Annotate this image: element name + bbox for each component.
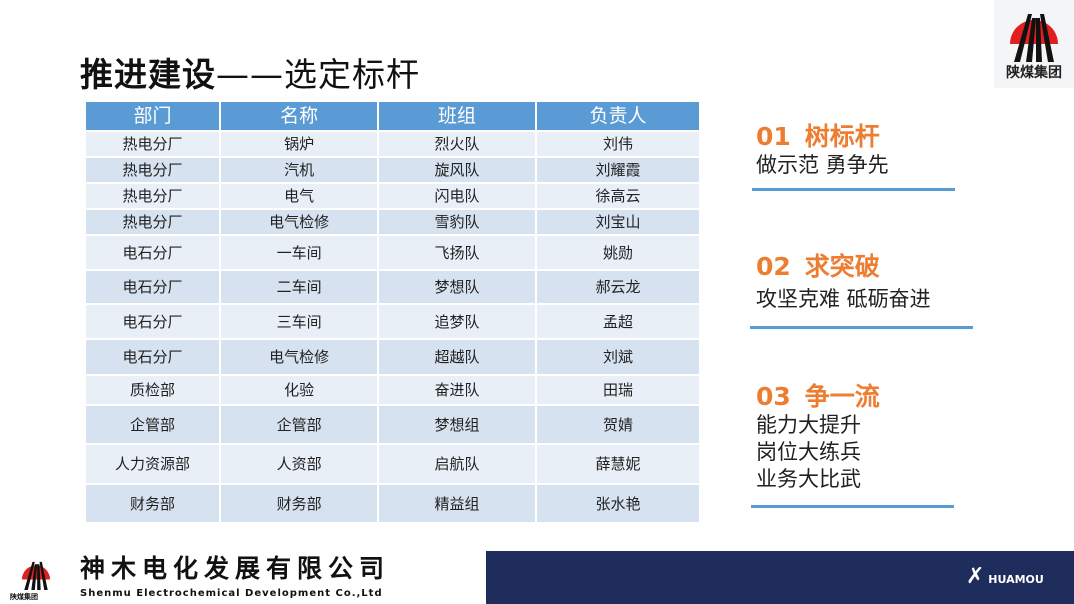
section-text: 攻坚克难 砥砺奋进 — [756, 287, 931, 311]
section-03: 03 争一流 能力大提升 岗位大练兵 业务大比武 — [756, 382, 880, 493]
table-cell: 旋风队 — [379, 156, 536, 182]
table-cell: 刘伟 — [537, 130, 699, 156]
table-row: 热电分厂 汽机 旋风队 刘耀霞 — [86, 156, 699, 182]
section-number: 03 — [756, 382, 791, 411]
table-cell: 飞扬队 — [379, 234, 536, 269]
table-cell: 奋进队 — [379, 374, 536, 404]
table-cell: 二车间 — [221, 269, 378, 303]
table-row: 企管部 企管部 梦想组 贺婧 — [86, 404, 699, 443]
divider — [751, 505, 954, 508]
table-cell: 郝云龙 — [537, 269, 699, 303]
table-cell: 热电分厂 — [86, 130, 220, 156]
table-cell: 孟超 — [537, 303, 699, 338]
section-title: 争一流 — [804, 382, 880, 411]
title-main: 推进建设 — [80, 55, 216, 94]
table-cell: 热电分厂 — [86, 156, 220, 182]
table-cell: 财务部 — [221, 483, 378, 522]
table-cell: 姚勋 — [537, 234, 699, 269]
huamou-icon: ✗ — [966, 564, 985, 589]
table-cell: 人资部 — [221, 443, 378, 483]
group-name: 陕煤集团 — [10, 593, 38, 601]
footer: 陕煤集团 神木电化发展有限公司 Shenmu Electrochemical D… — [0, 551, 1074, 604]
table-cell: 烈火队 — [379, 130, 536, 156]
table-cell: 梦想组 — [379, 404, 536, 443]
table-cell: 闪电队 — [379, 182, 536, 208]
table-cell: 热电分厂 — [86, 208, 220, 234]
table-row: 电石分厂 电气检修 超越队 刘斌 — [86, 338, 699, 374]
table-cell: 质检部 — [86, 374, 220, 404]
section-number: 02 — [756, 252, 791, 281]
table-cell: 汽机 — [221, 156, 378, 182]
table-cell: 电石分厂 — [86, 303, 220, 338]
table-cell: 启航队 — [379, 443, 536, 483]
table-cell: 精益组 — [379, 483, 536, 522]
table-cell: 企管部 — [86, 404, 220, 443]
logo-icon — [1010, 14, 1058, 62]
table-cell: 电石分厂 — [86, 234, 220, 269]
section-title: 求突破 — [804, 252, 880, 281]
table-cell: 张水艳 — [537, 483, 699, 522]
table-cell: 刘耀霞 — [537, 156, 699, 182]
shaanxi-coal-logo: 陕煤集团 — [994, 0, 1074, 88]
table-cell: 徐高云 — [537, 182, 699, 208]
table-cell: 企管部 — [221, 404, 378, 443]
table-cell: 电气检修 — [221, 208, 378, 234]
table-row: 电石分厂 二车间 梦想队 郝云龙 — [86, 269, 699, 303]
divider — [752, 188, 955, 191]
table-row: 人力资源部 人资部 启航队 薛慧妮 — [86, 443, 699, 483]
section-02: 02 求突破 攻坚克难 砥砺奋进 — [756, 252, 931, 313]
column-header: 负责人 — [537, 102, 699, 130]
table-cell: 电气 — [221, 182, 378, 208]
table-cell: 追梦队 — [379, 303, 536, 338]
logo-text: 陕煤集团 — [1006, 65, 1062, 81]
table-cell: 刘宝山 — [537, 208, 699, 234]
table-cell: 刘斌 — [537, 338, 699, 374]
table-cell: 化验 — [221, 374, 378, 404]
title-dash: —— — [216, 55, 284, 94]
benchmark-table: 部门 名称 班组 负责人 热电分厂 锅炉 烈火队 刘伟 热电分厂 汽机 旋风队 刘耀霞 热电分厂 电气闪… — [84, 102, 701, 522]
section-title: 树标杆 — [804, 122, 880, 151]
column-header: 班组 — [379, 102, 536, 130]
section-text: 岗位大练兵 — [756, 440, 861, 464]
section-text: 业务大比武 — [756, 467, 861, 491]
table-row: 热电分厂 锅炉 烈火队 刘伟 — [86, 130, 699, 156]
table-cell: 贺婧 — [537, 404, 699, 443]
section-text: 能力大提升 — [756, 413, 861, 437]
table-cell: 田瑞 — [537, 374, 699, 404]
table-cell: 雪豹队 — [379, 208, 536, 234]
table-cell: 一车间 — [221, 234, 378, 269]
table-cell: 电石分厂 — [86, 269, 220, 303]
section-01: 01 树标杆 做示范 勇争先 — [756, 122, 889, 179]
table-cell: 电气检修 — [221, 338, 378, 374]
table-cell: 三车间 — [221, 303, 378, 338]
table-cell: 电石分厂 — [86, 338, 220, 374]
brand-text: HUAMOU — [988, 573, 1044, 586]
table-row: 热电分厂 电气 闪电队 徐高云 — [86, 182, 699, 208]
group-logo-icon — [21, 561, 51, 590]
table-cell: 热电分厂 — [86, 182, 220, 208]
table-row: 热电分厂 电气检修 雪豹队 刘宝山 — [86, 208, 699, 234]
table-row: 质检部 化验 奋进队 田瑞 — [86, 374, 699, 404]
company-name-cn: 神木电化发展有限公司 — [80, 554, 391, 583]
column-header: 名称 — [221, 102, 378, 130]
table-cell: 财务部 — [86, 483, 220, 522]
table-cell: 锅炉 — [221, 130, 378, 156]
table-cell: 梦想队 — [379, 269, 536, 303]
table-cell: 薛慧妮 — [537, 443, 699, 483]
huamou-logo: ✗ HUAMOU — [966, 565, 1044, 592]
section-text: 做示范 勇争先 — [756, 153, 889, 177]
page-title: 推进建设——选定标杆 — [80, 48, 420, 96]
title-sub: 选定标杆 — [284, 55, 420, 94]
company-name-en: Shenmu Electrochemical Development Co.,L… — [80, 588, 383, 599]
table-row: 电石分厂 一车间 飞扬队 姚勋 — [86, 234, 699, 269]
divider — [750, 326, 973, 329]
table-row: 财务部 财务部 精益组 张水艳 — [86, 483, 699, 522]
column-header: 部门 — [86, 102, 220, 130]
table-cell: 超越队 — [379, 338, 536, 374]
section-number: 01 — [756, 122, 791, 151]
table-row: 电石分厂 三车间 追梦队 孟超 — [86, 303, 699, 338]
table-cell: 人力资源部 — [86, 443, 220, 483]
